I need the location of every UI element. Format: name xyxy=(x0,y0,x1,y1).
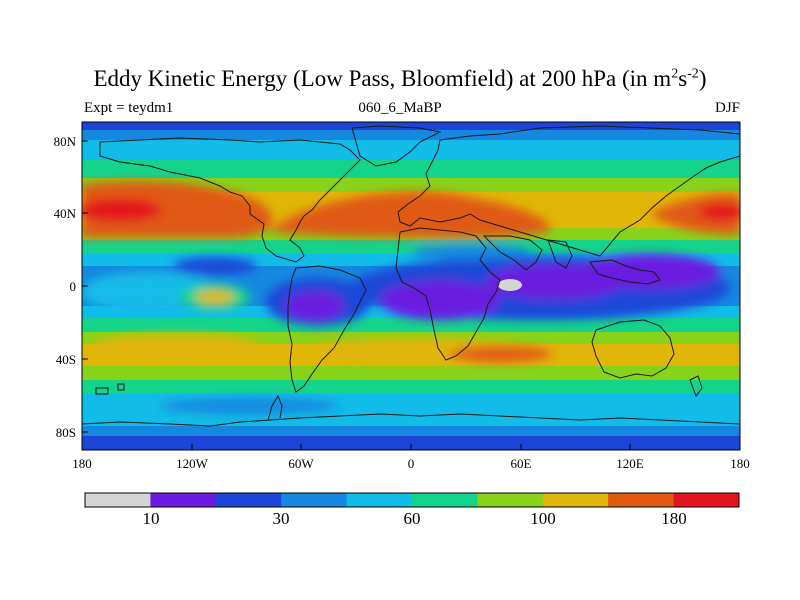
coast-arabia-india xyxy=(482,235,573,271)
contour-tropical-yellow xyxy=(195,290,235,304)
x-tick-label: 180 xyxy=(72,456,92,471)
colorbar-swatch xyxy=(673,493,740,507)
contour-n-africa xyxy=(410,244,530,260)
y-axis-labels: 80N 40N 0 40S 80S xyxy=(54,134,77,440)
contour-n-atlantic-high xyxy=(270,191,551,238)
coast-antarctic-peninsula xyxy=(267,394,283,421)
colorbar-swatch xyxy=(215,493,282,507)
contour-s-ocean-blue xyxy=(160,398,340,414)
y-tick-label: 0 xyxy=(70,279,77,294)
field-band-60s xyxy=(82,380,740,394)
expt-label: Expt = teydm1 xyxy=(84,100,174,116)
x-tick-label: 120W xyxy=(176,456,209,471)
contour-pacific-warm-min xyxy=(580,254,720,290)
map-plot-area xyxy=(82,122,740,450)
field-band-80s xyxy=(82,426,740,436)
x-tick-label: 60E xyxy=(511,456,532,471)
coast-africa xyxy=(395,227,501,361)
contour-s-indian-high xyxy=(448,346,552,362)
field-band-70n xyxy=(82,140,740,160)
field-band-80n xyxy=(82,130,740,140)
coast-north-america xyxy=(99,137,361,263)
x-tick-label: 180 xyxy=(730,456,750,471)
x-axis-labels: 180 120W 60W 0 60E 120E 180 xyxy=(72,456,750,471)
y-tick-label: 80N xyxy=(54,134,77,149)
field-band-20n xyxy=(82,240,740,254)
colorbar-label: 30 xyxy=(273,509,290,528)
colorbar-swatch xyxy=(542,493,609,507)
colorbar-label: 10 xyxy=(143,509,160,528)
colorbar-label: 180 xyxy=(661,509,687,528)
x-tick-label: 60W xyxy=(288,456,314,471)
coastlines xyxy=(82,125,740,427)
colorbar-frame xyxy=(84,492,740,508)
contour-n-pacific-high xyxy=(82,180,273,238)
y-tick-label: 40S xyxy=(56,352,76,367)
field-band-south-edge xyxy=(82,436,740,450)
contour-n-pacific-max xyxy=(82,198,162,222)
colorbar-swatch xyxy=(608,493,675,507)
x-tick-label: 0 xyxy=(408,456,415,471)
coast-south-america xyxy=(287,265,367,393)
contour-s-pacific xyxy=(90,334,260,358)
contour-min-gray xyxy=(498,279,522,291)
colorbar-swatch xyxy=(477,493,544,507)
field-band-52s xyxy=(82,366,740,380)
figure-title: Eddy Kinetic Energy (Low Pass, Bloomfiel… xyxy=(93,66,707,91)
coast-islands xyxy=(95,383,125,395)
colorbar-swatch xyxy=(346,493,413,507)
colorbar-label: 60 xyxy=(404,509,421,528)
y-tick-label: 40N xyxy=(54,206,77,221)
colorbar-swatch xyxy=(281,493,348,507)
colorbar: 10 30 60 100 180 xyxy=(84,492,740,528)
tick-marks xyxy=(81,140,741,450)
contour-africa-min xyxy=(380,280,500,320)
field-band-20s xyxy=(82,318,740,332)
coast-australia xyxy=(591,319,675,379)
season-label: DJF xyxy=(714,100,740,116)
field-band-60n xyxy=(82,160,740,178)
coast-se-asia xyxy=(589,259,661,285)
contour-pacific-blue xyxy=(173,257,257,275)
colorbar-swatch xyxy=(412,493,478,507)
coast-eurasia xyxy=(397,125,740,257)
y-tick-label: 80S xyxy=(56,425,76,440)
contour-samerica-min xyxy=(285,291,345,321)
x-tick-label: 120E xyxy=(616,456,644,471)
case-label: 060_6_MaBP xyxy=(358,100,442,116)
coast-antarctica xyxy=(82,413,740,427)
field-band-50n xyxy=(82,178,740,192)
colorbar-label: 100 xyxy=(530,509,556,528)
field-band-north-edge xyxy=(82,122,740,130)
contour-east-max xyxy=(698,203,740,221)
colorbar-swatch xyxy=(85,493,151,507)
coast-new-zealand xyxy=(689,375,703,398)
colorbar-swatch xyxy=(150,493,217,507)
colorbar-swatches xyxy=(85,493,740,507)
coast-greenland xyxy=(351,125,442,167)
